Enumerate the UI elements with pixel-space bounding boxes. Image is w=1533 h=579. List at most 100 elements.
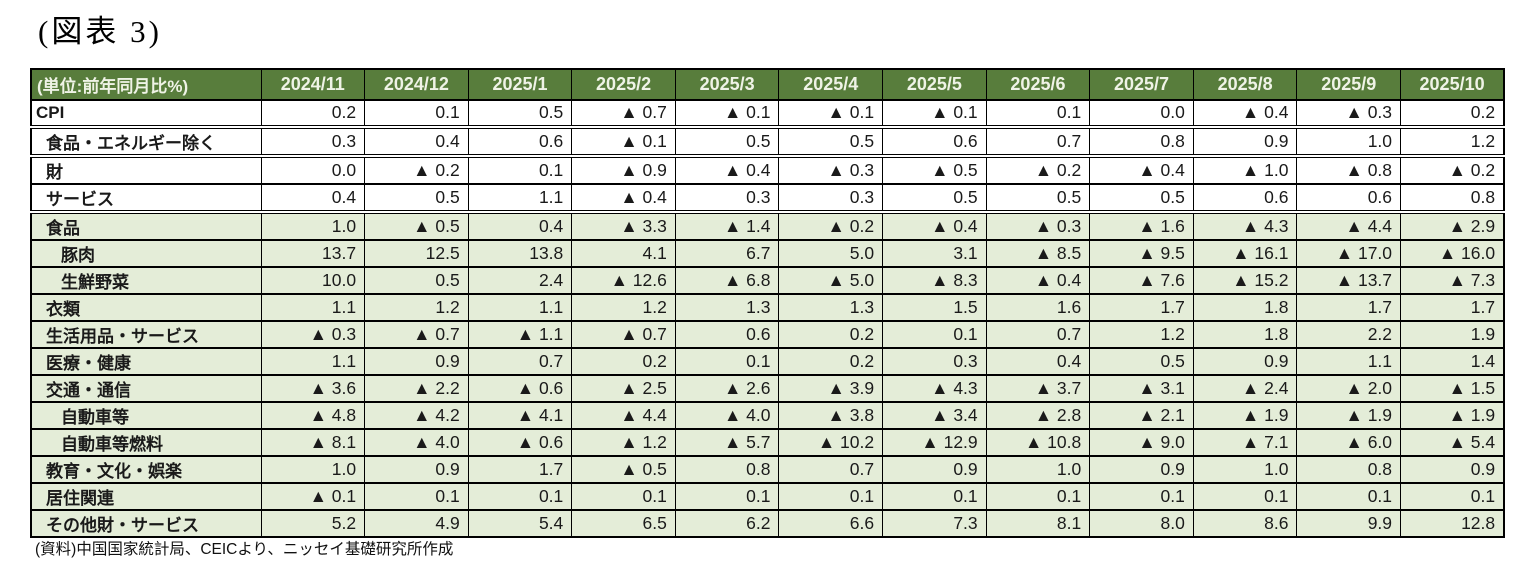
- month-column-header: 2025/3: [674, 69, 780, 100]
- value-cell: ▲ 0.5: [364, 211, 469, 240]
- value-cell: 0.4: [467, 211, 573, 240]
- value-cell: 0.5: [1089, 183, 1194, 212]
- value-cell: 0.9: [1192, 347, 1298, 375]
- value-cell: ▲ 0.1: [571, 126, 676, 156]
- value-cell: 0.6: [882, 126, 987, 156]
- value-cell: ▲ 0.2: [778, 211, 884, 240]
- value-cell: 1.1: [260, 293, 366, 321]
- value-cell: 1.0: [260, 455, 366, 483]
- value-cell: 4.1: [571, 239, 676, 267]
- value-cell: 0.2: [571, 347, 676, 375]
- value-cell: 1.1: [260, 347, 366, 375]
- value-cell: ▲ 3.6: [260, 374, 366, 402]
- value-cell: 1.4: [1400, 347, 1505, 375]
- value-cell: ▲ 0.7: [364, 320, 469, 348]
- value-cell: ▲ 0.4: [1192, 100, 1298, 127]
- value-cell: 0.5: [674, 126, 780, 156]
- value-cell: ▲ 3.7: [985, 374, 1091, 402]
- value-cell: 0.9: [364, 455, 469, 483]
- row-label: 自動車等燃料: [30, 428, 262, 456]
- value-cell: 8.0: [1089, 509, 1194, 537]
- table-row: サービス 0.4 0.5 1.1 ▲ 0.4 0.3 0.3 0.5 0.5 0.5 0.6 0.6 0…: [30, 183, 1505, 212]
- table-row: 居住関連 ▲ 0.1 0.1 0.1 0.1 0.1 0.1 0.1 0.1 0.1 0.1 0.1 0…: [30, 482, 1505, 510]
- value-cell: 0.9: [364, 347, 469, 375]
- value-cell: 1.0: [1296, 126, 1402, 156]
- value-cell: 1.0: [985, 455, 1091, 483]
- value-cell: ▲ 0.4: [882, 211, 987, 240]
- value-cell: 0.6: [1296, 183, 1402, 212]
- value-cell: ▲ 3.9: [778, 374, 884, 402]
- value-cell: ▲ 0.1: [260, 482, 366, 510]
- figure-title: (図表 3): [38, 14, 162, 49]
- month-column-header: 2024/11: [260, 69, 366, 100]
- value-cell: 0.1: [882, 320, 987, 348]
- value-cell: 0.5: [364, 183, 469, 212]
- value-cell: ▲ 0.1: [882, 100, 987, 127]
- value-cell: ▲ 0.7: [571, 100, 676, 127]
- value-cell: ▲ 2.5: [571, 374, 676, 402]
- table-row: 食品 1.0 ▲ 0.5 0.4 ▲ 3.3 ▲ 1.4 ▲ 0.2 ▲ 0.4 ▲ 0.3 ▲ …: [30, 211, 1505, 240]
- value-cell: 6.6: [778, 509, 884, 537]
- row-label: 生鮮野菜: [30, 266, 262, 294]
- value-cell: ▲ 0.5: [882, 155, 987, 184]
- value-cell: ▲ 1.1: [467, 320, 573, 348]
- value-cell: 0.4: [260, 183, 366, 212]
- value-cell: ▲ 2.4: [1192, 374, 1298, 402]
- value-cell: ▲ 2.0: [1296, 374, 1402, 402]
- value-cell: ▲ 0.8: [1296, 155, 1402, 184]
- table-row: 自動車等燃料 ▲ 8.1 ▲ 4.0 ▲ 0.6 ▲ 1.2 ▲ 5.7 ▲ 10.2 ▲ 1…: [30, 428, 1505, 456]
- value-cell: ▲ 1.0: [1192, 155, 1298, 184]
- value-cell: ▲ 12.6: [571, 266, 676, 294]
- value-cell: 1.3: [778, 293, 884, 321]
- value-cell: ▲ 13.7: [1296, 266, 1402, 294]
- value-cell: 8.6: [1192, 509, 1298, 537]
- value-cell: 0.1: [674, 347, 780, 375]
- row-label: 生活用品・サービス: [30, 320, 262, 348]
- value-cell: 8.1: [985, 509, 1091, 537]
- value-cell: 5.0: [778, 239, 884, 267]
- value-cell: ▲ 1.6: [1089, 211, 1194, 240]
- row-label: サービス: [30, 183, 262, 212]
- value-cell: ▲ 7.3: [1400, 266, 1505, 294]
- value-cell: ▲ 2.6: [674, 374, 780, 402]
- value-cell: 0.5: [778, 126, 884, 156]
- value-cell: 1.7: [1296, 293, 1402, 321]
- value-cell: ▲ 0.1: [674, 100, 780, 127]
- value-cell: ▲ 10.8: [985, 428, 1091, 456]
- value-cell: ▲ 0.4: [985, 266, 1091, 294]
- value-cell: 0.1: [467, 155, 573, 184]
- value-cell: ▲ 9.5: [1089, 239, 1194, 267]
- value-cell: 9.9: [1296, 509, 1402, 537]
- value-cell: 0.6: [1192, 183, 1298, 212]
- value-cell: 0.0: [260, 155, 366, 184]
- value-cell: ▲ 17.0: [1296, 239, 1402, 267]
- value-cell: 1.2: [364, 293, 469, 321]
- value-cell: 0.8: [1296, 455, 1402, 483]
- row-label: その他財・サービス: [30, 509, 262, 537]
- value-cell: ▲ 8.3: [882, 266, 987, 294]
- value-cell: 10.0: [260, 266, 366, 294]
- value-cell: ▲ 4.3: [1192, 211, 1298, 240]
- value-cell: 0.5: [985, 183, 1091, 212]
- table-header-row: (単位:前年同月比%) 2024/11 2024/12 2025/1 2025/2 20…: [30, 69, 1505, 100]
- value-cell: ▲ 1.2: [571, 428, 676, 456]
- row-label: 自動車等: [30, 401, 262, 429]
- value-cell: 0.1: [364, 482, 469, 510]
- row-label: 交通・通信: [30, 374, 262, 402]
- value-cell: 0.9: [1192, 126, 1298, 156]
- value-cell: 5.4: [467, 509, 573, 537]
- value-cell: ▲ 1.9: [1400, 401, 1505, 429]
- value-cell: 1.8: [1192, 320, 1298, 348]
- value-cell: 0.1: [1192, 482, 1298, 510]
- value-cell: ▲ 5.7: [674, 428, 780, 456]
- value-cell: ▲ 0.3: [260, 320, 366, 348]
- value-cell: ▲ 4.0: [364, 428, 469, 456]
- value-cell: 0.4: [364, 126, 469, 156]
- value-cell: 0.1: [778, 482, 884, 510]
- value-cell: ▲ 4.8: [260, 401, 366, 429]
- value-cell: ▲ 10.2: [778, 428, 884, 456]
- month-column-header: 2024/12: [364, 69, 469, 100]
- value-cell: 12.8: [1400, 509, 1505, 537]
- value-cell: 0.1: [1296, 482, 1402, 510]
- table-row: 財 0.0 ▲ 0.2 0.1 ▲ 0.9 ▲ 0.4 ▲ 0.3 ▲ 0.5 ▲ 0.2 ▲ 0…: [30, 155, 1505, 184]
